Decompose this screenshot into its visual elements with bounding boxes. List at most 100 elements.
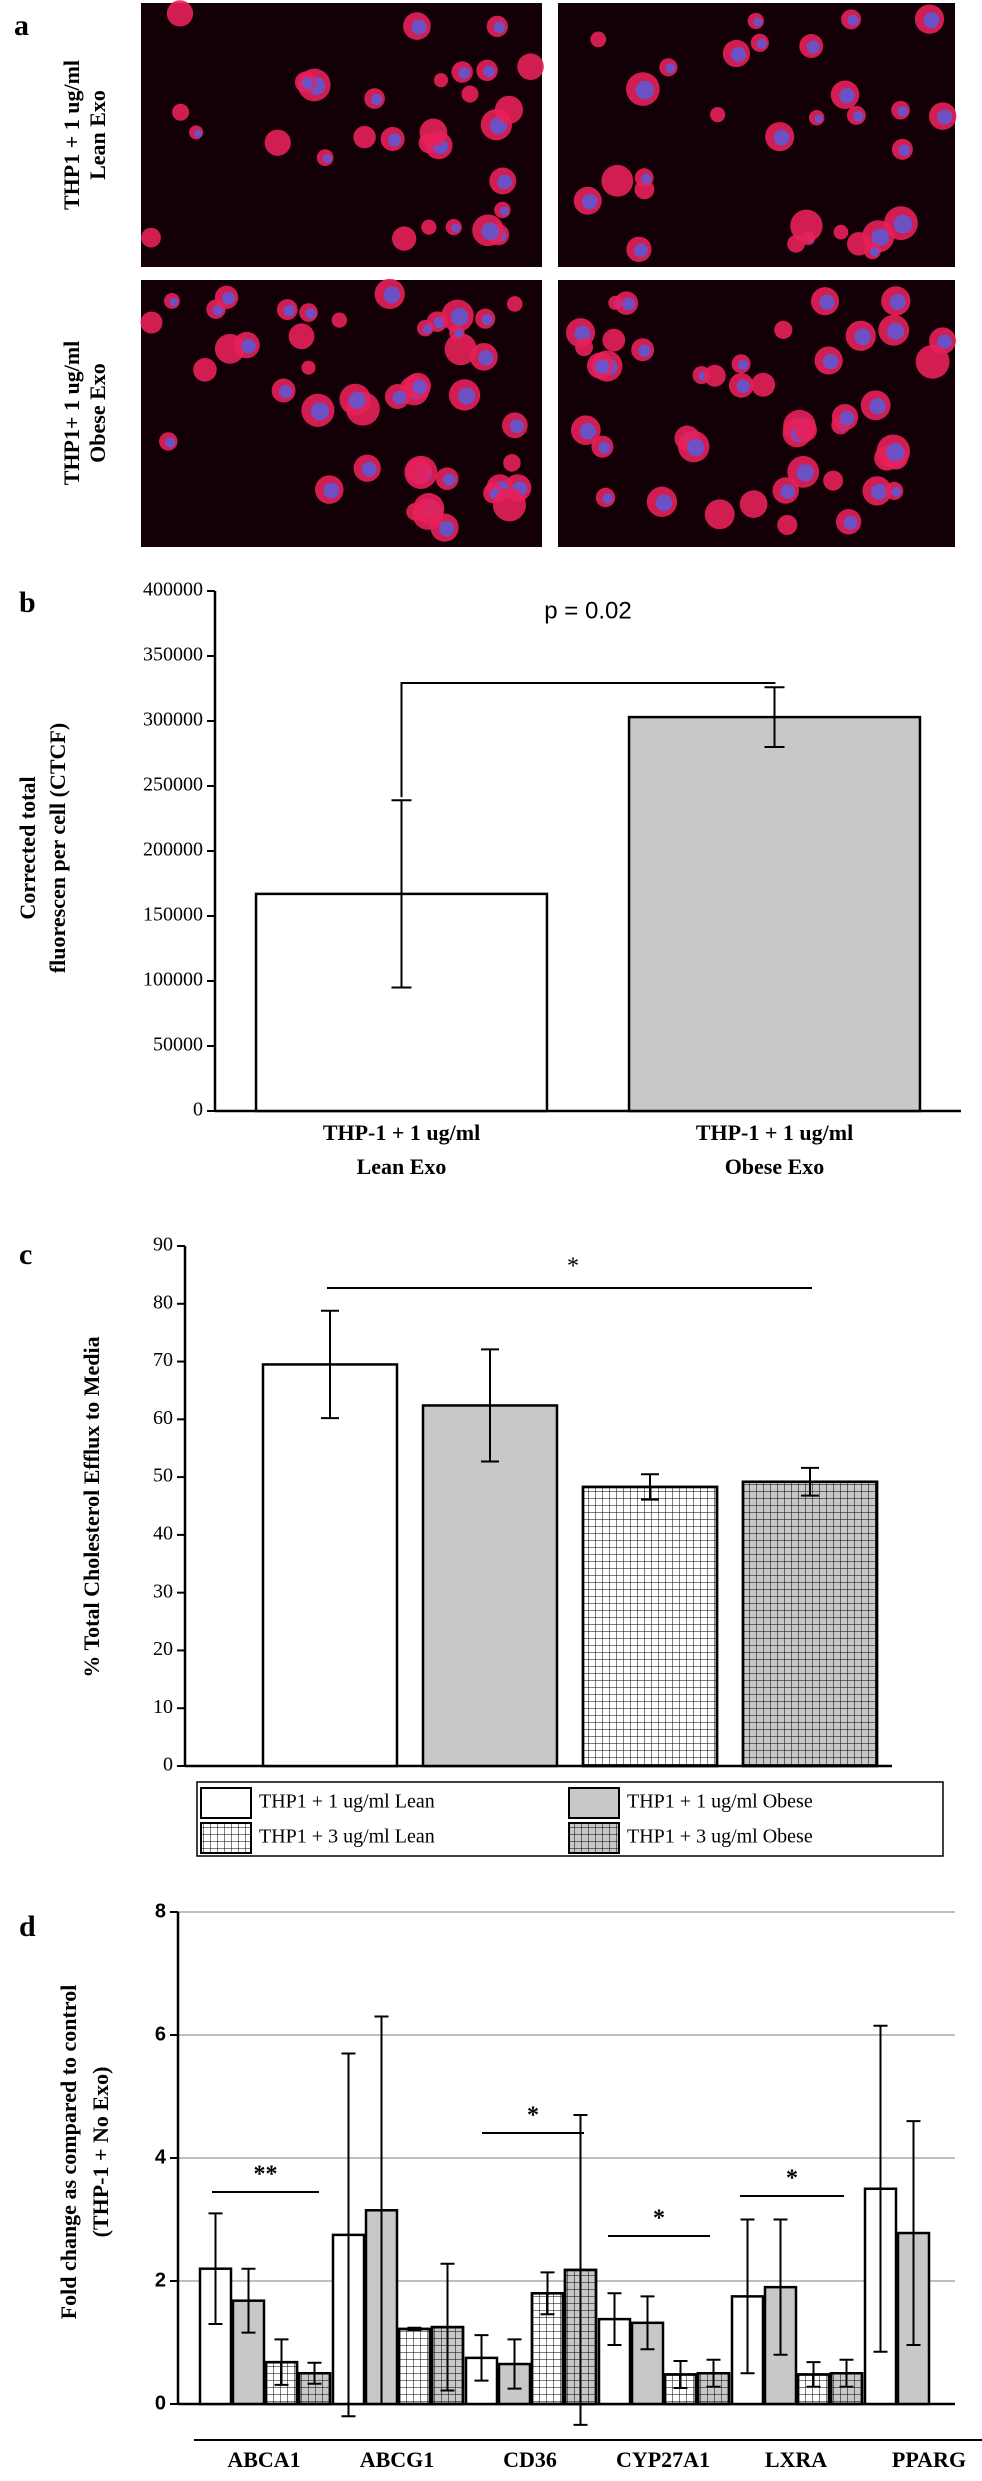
x-tick-label: CD36	[503, 2447, 557, 2472]
cell	[787, 234, 806, 253]
error-bar	[573, 2113, 588, 2426]
error-bar-line	[274, 2338, 289, 2386]
cell	[264, 129, 291, 156]
nucleus	[454, 329, 464, 338]
nucleus	[854, 328, 872, 346]
nucleus	[241, 338, 256, 354]
nucleus	[839, 410, 855, 426]
y-tick-label: 100000	[143, 969, 203, 991]
nucleus	[853, 111, 864, 122]
error-bar-line	[873, 2024, 888, 2353]
cell	[703, 364, 726, 387]
nucleus	[871, 228, 890, 247]
cell	[301, 360, 316, 375]
error-bar-line	[374, 2015, 389, 2405]
y-tick-label: 60	[153, 1407, 173, 1429]
nucleus	[457, 387, 476, 405]
cell	[790, 209, 823, 242]
error-bar-line	[801, 1466, 819, 1497]
nucleus	[665, 63, 676, 74]
nucleus	[641, 173, 652, 184]
nucleus	[392, 390, 407, 405]
nucleus	[322, 154, 332, 164]
nucleus	[169, 297, 179, 307]
error-bar	[507, 2338, 522, 2390]
y-tick-label: 200000	[143, 839, 203, 861]
cell	[602, 328, 626, 352]
cell	[494, 95, 524, 124]
error-bar	[773, 2218, 788, 2356]
nucleus	[279, 384, 293, 399]
significance-bracket	[400, 682, 776, 798]
nucleus	[598, 441, 611, 454]
nucleus	[635, 80, 655, 100]
error-bar-line	[839, 2358, 854, 2388]
nucleus	[893, 214, 913, 234]
nucleus	[871, 483, 888, 500]
panel-label: c	[19, 1238, 32, 1271]
cell	[140, 311, 163, 334]
y-tick-label: 2	[155, 2269, 166, 2291]
nucleus	[887, 322, 905, 340]
cell	[444, 333, 477, 366]
nucleus	[594, 359, 610, 374]
nucleus	[451, 223, 461, 233]
annotation: *	[527, 2103, 539, 2129]
error-bar	[540, 2271, 555, 2316]
nucleus	[212, 304, 224, 316]
error-bar	[673, 2359, 688, 2390]
y-tick-label: 70	[153, 1349, 173, 1371]
y-tick-label: 50	[153, 1465, 173, 1487]
cell	[777, 514, 798, 535]
nucleus	[323, 482, 340, 499]
error-bar	[641, 1473, 659, 1501]
nucleus	[388, 133, 402, 147]
cell	[288, 323, 315, 350]
y-axis-label: fluorescen per cell (CTCF)	[45, 723, 70, 973]
cell	[391, 226, 417, 251]
y-tick-label: 250000	[143, 774, 203, 796]
cell	[739, 490, 768, 518]
cell	[575, 338, 593, 357]
error-bar-line	[440, 2262, 455, 2392]
error-bar-line	[540, 2271, 555, 2316]
cell	[166, 0, 194, 27]
error-bar-line	[764, 686, 785, 748]
legend-label: THP1 + 3 ug/ml Lean	[259, 1826, 435, 1848]
cell	[833, 224, 849, 240]
cell	[915, 344, 950, 379]
cell	[507, 296, 523, 312]
nucleus	[937, 334, 952, 350]
error-bar	[640, 2295, 655, 2351]
y-tick-label: 80	[153, 1291, 173, 1313]
error-bar	[740, 2218, 755, 2375]
row-label: THP1+ 1 ug/ml	[59, 341, 84, 486]
nucleus	[412, 379, 428, 395]
cell	[590, 31, 607, 48]
nucleus	[493, 21, 506, 34]
error-bar-line	[341, 2052, 356, 2418]
x-tick-label: ABCA1	[227, 2447, 300, 2472]
annotation: p = 0.02	[544, 597, 631, 624]
cell	[353, 125, 376, 149]
nucleus	[780, 484, 796, 499]
error-bar-line	[407, 2326, 422, 2332]
nucleus	[891, 486, 902, 497]
row-label: Lean Exo	[85, 90, 110, 180]
error-bar-line	[573, 2113, 588, 2426]
y-tick-label: 0	[193, 1099, 203, 1121]
error-bar-line	[481, 1348, 499, 1463]
nucleus	[422, 324, 432, 334]
row-label: THP1 + 1 ug/ml	[59, 60, 84, 210]
nucleus	[886, 443, 905, 462]
y-tick-label: 50000	[153, 1034, 203, 1056]
y-tick-label: 350000	[143, 644, 203, 666]
error-bar	[906, 2120, 921, 2346]
x-tick-label: THP-1 + 1 ug/ml	[323, 1120, 480, 1145]
x-tick-label: Obese Exo	[725, 1154, 825, 1179]
nucleus	[847, 14, 859, 26]
error-bar	[341, 2052, 356, 2418]
nucleus	[348, 391, 366, 410]
annotation: **	[254, 2162, 278, 2188]
panel-label: d	[19, 1910, 36, 1943]
